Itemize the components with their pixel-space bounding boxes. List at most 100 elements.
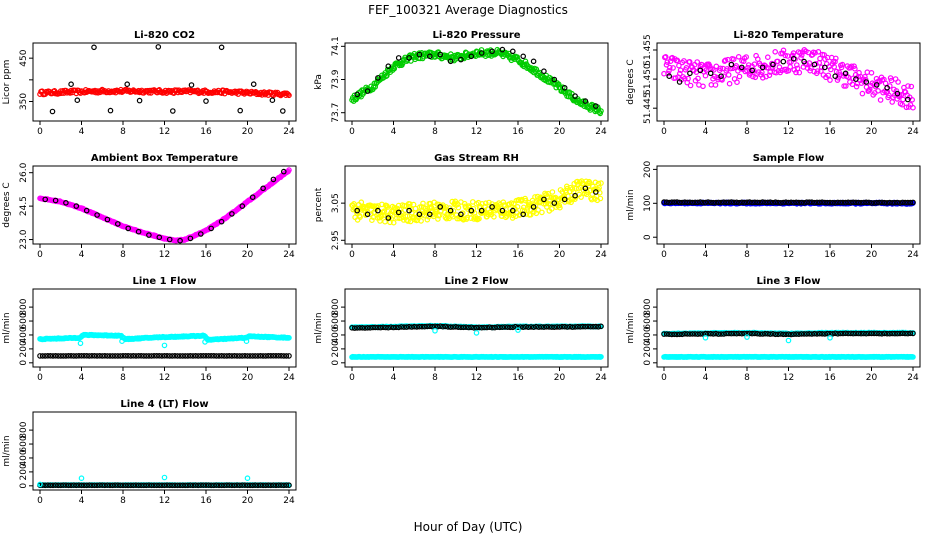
data-point (884, 85, 890, 91)
data-point (712, 82, 719, 88)
data-point (824, 199, 831, 206)
panel-title: Li-820 CO2 (134, 30, 195, 41)
data-point (876, 330, 883, 337)
data-point (858, 199, 864, 206)
data-point (676, 70, 683, 77)
x-tick-label: 16 (824, 250, 836, 260)
data-point (104, 216, 111, 223)
data-point (198, 231, 204, 237)
data-point (842, 199, 849, 206)
data-point (96, 352, 103, 359)
data-point (244, 482, 251, 489)
data-point (663, 199, 670, 206)
data-point (875, 88, 881, 94)
x-tick-label: 12 (159, 373, 170, 383)
data-point (860, 330, 867, 337)
data-point (401, 324, 407, 330)
data-point (783, 331, 789, 338)
data-point (903, 104, 910, 111)
data-point (530, 204, 537, 210)
data-point (676, 62, 682, 69)
data-point (211, 482, 217, 489)
data-point (133, 353, 139, 359)
data-point (437, 204, 444, 210)
x-tick-label: 0 (37, 127, 43, 137)
data-point (439, 323, 446, 330)
data-point (458, 211, 464, 218)
data-point (112, 353, 119, 359)
data-point (676, 79, 683, 85)
y-tick-label: 23.0 (19, 229, 29, 249)
data-point (395, 55, 402, 61)
data-point (442, 323, 449, 330)
data-point (837, 330, 844, 337)
data-point (766, 72, 773, 79)
plot-frame (32, 411, 297, 491)
series-hourly (49, 44, 286, 115)
panel-licor_temp: Li-820 Temperature degrees C 0 4 8 12 16 20 24 51… (626, 30, 921, 137)
data-point (146, 482, 152, 489)
data-point (286, 353, 292, 359)
data-point (827, 334, 833, 341)
data-point (229, 482, 235, 489)
data-point (499, 46, 506, 53)
data-point (37, 481, 43, 488)
data-point (437, 323, 444, 330)
data-point (468, 324, 475, 331)
data-point (161, 482, 168, 489)
data-point (894, 199, 901, 206)
data-point (728, 330, 735, 337)
data-point (99, 353, 106, 359)
data-point (502, 324, 508, 330)
x-tick-label: 20 (242, 496, 254, 506)
data-point (280, 353, 287, 359)
data-point (473, 330, 480, 336)
data-point (188, 82, 195, 88)
data-point (744, 330, 750, 337)
data-point (821, 331, 828, 337)
data-point (840, 199, 846, 206)
data-point (801, 331, 807, 337)
data-point (216, 353, 222, 359)
data-point (845, 330, 852, 337)
data-point (83, 482, 90, 489)
data-point (42, 353, 49, 359)
data-point (829, 199, 836, 206)
data-point (902, 199, 909, 206)
data-point (161, 474, 168, 481)
data-point (76, 352, 82, 359)
data-point (39, 353, 46, 359)
data-point (901, 88, 908, 95)
data-point (858, 330, 864, 337)
data-point (811, 199, 818, 206)
x-tick-label: 0 (349, 127, 355, 137)
data-point (749, 67, 756, 74)
panel-title: Li-820 Temperature (733, 30, 843, 41)
data-point (367, 324, 374, 331)
data-point (598, 180, 604, 186)
data-point (877, 97, 884, 103)
data-point (151, 352, 157, 359)
data-point (195, 353, 202, 359)
data-point (882, 80, 889, 87)
data-point (406, 207, 412, 214)
data-point (853, 199, 859, 206)
data-point (351, 325, 358, 331)
data-point (252, 353, 259, 359)
data-point (455, 204, 462, 211)
data-point (218, 482, 225, 489)
data-point (782, 52, 789, 59)
data-point (689, 331, 696, 337)
data-point (780, 331, 787, 338)
data-point (68, 81, 74, 88)
data-point (421, 323, 428, 330)
data-point (94, 212, 100, 218)
data-point (57, 353, 64, 359)
y-tick-label: 400 (19, 449, 29, 466)
data-point (798, 54, 804, 61)
data-point (213, 482, 220, 489)
data-point (910, 330, 916, 337)
x-tick-label: 8 (120, 127, 126, 137)
x-tick-label: 16 (200, 373, 212, 383)
